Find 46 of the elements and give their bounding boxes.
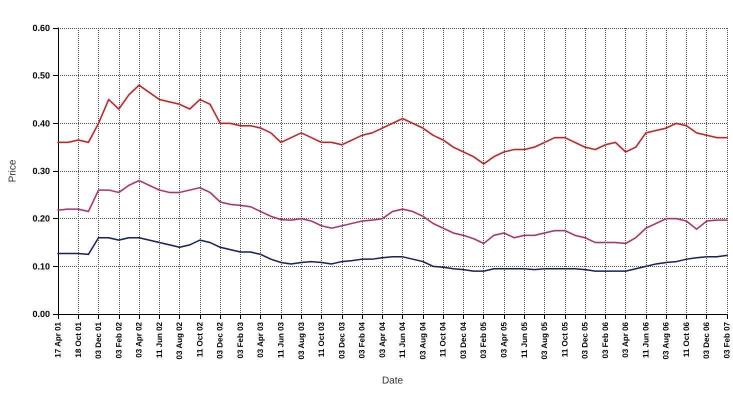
x-tick-label: 03 Aug 06 — [662, 321, 671, 360]
x-tick-label: 03 Dec 01 — [94, 321, 104, 359]
x-tick-label: 11 Oct 06 — [682, 321, 691, 358]
x-tick-label: 03 Apr 02 — [134, 321, 144, 358]
x-tick-label: 03 Dec 02 — [216, 321, 225, 359]
x-tick-label: 03 Dec 06 — [702, 321, 712, 359]
x-tick-label: 03 Apr 05 — [500, 321, 508, 358]
x-tick-label: 03 Feb 06 — [600, 321, 610, 358]
x-tick-label: 03 Dec 05 — [580, 321, 590, 359]
x-tick-label: 18 Oct 01 — [74, 321, 83, 358]
y-tick-label: 0.50 — [32, 70, 50, 81]
x-tick-label: 03 Aug 03 — [296, 321, 306, 360]
x-tick-label: 03 Aug 04 — [418, 321, 428, 360]
y-tick-label: 0.30 — [32, 166, 50, 176]
x-tick-label: 03 Apr 04 — [378, 321, 387, 358]
x-tick-label: 03 Feb 05 — [479, 321, 488, 358]
x-tick-label: 11 Jun 04 — [398, 321, 408, 358]
x-tick-label: 11 Jun 02 — [154, 321, 164, 358]
x-tick-label: 03 Feb 03 — [236, 321, 245, 358]
y-tick-label: 0.10 — [32, 261, 50, 272]
x-tick-label: 11 Jun 06 — [641, 321, 650, 358]
y-axis-title: Price — [8, 159, 18, 182]
x-tick-label: 11 Jun 03 — [276, 321, 286, 358]
line-series — [57, 84, 728, 165]
x-tick-label: 03 Dec 03 — [337, 321, 346, 359]
y-tick-label: 0.60 — [32, 23, 50, 33]
x-tick-label: 03 Feb 07 — [722, 321, 732, 358]
x-tick-label: 03 Apr 06 — [621, 321, 630, 358]
x-tick-label: 03 Dec 04 — [458, 321, 468, 359]
x-tick-label: 03 Apr 03 — [256, 321, 266, 358]
x-tick-label: 11 Oct 05 — [560, 321, 570, 358]
x-tick-label: 03 Feb 04 — [358, 321, 367, 358]
x-tick-label: 11 Oct 04 — [438, 321, 448, 358]
y-tick-label: 0.40 — [32, 118, 50, 128]
x-tick-label: 17 Apr 01 — [54, 321, 62, 358]
x-tick-label: 11 Oct 02 — [195, 321, 204, 358]
line-series — [57, 180, 728, 244]
x-tick-label: 11 Jun 05 — [520, 321, 529, 358]
x-tick-label: 03 Feb 02 — [114, 321, 124, 358]
y-tick-label: 0.20 — [32, 214, 50, 224]
x-axis-title: Date — [382, 376, 404, 386]
y-tick-label: 0.00 — [32, 309, 50, 319]
line-series — [57, 236, 728, 272]
x-tick-label: 03 Aug 02 — [175, 321, 184, 360]
x-tick-label: 03 Aug 05 — [540, 321, 550, 360]
x-tick-label: 11 Oct 03 — [317, 321, 326, 358]
